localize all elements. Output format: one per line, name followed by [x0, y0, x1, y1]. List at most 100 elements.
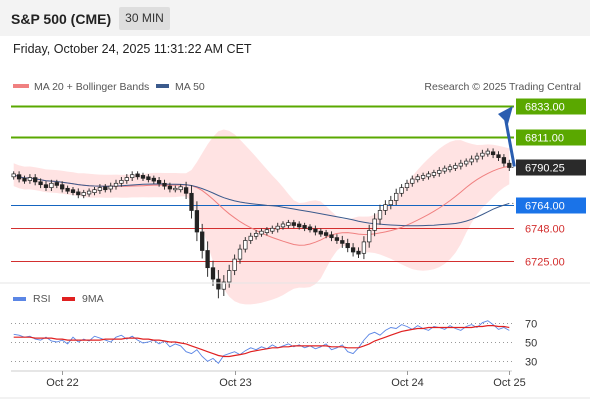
candle-body — [194, 210, 200, 233]
candle-body — [43, 184, 49, 188]
rsi-series-9ma — [13, 325, 510, 358]
candle-body — [447, 166, 453, 171]
header-bar: S&P 500 (CME) 30 MIN — [0, 0, 590, 36]
candle-body — [162, 182, 167, 187]
candle-body — [232, 258, 237, 271]
timeframe-button[interactable]: 30 MIN — [119, 7, 170, 30]
candle-body — [221, 281, 226, 290]
candle-body — [404, 182, 410, 188]
candle-body — [399, 187, 404, 194]
rsi-tick-label: 50 — [525, 338, 537, 350]
candle-body — [108, 185, 113, 190]
level-label-pivot: 6764.00 — [525, 201, 565, 213]
candle-body — [54, 182, 59, 186]
candle-body — [345, 243, 350, 249]
candle-body — [420, 175, 426, 179]
bollinger-band — [13, 129, 510, 305]
candle-body — [38, 181, 43, 186]
candle-body — [377, 210, 383, 220]
candle-body — [372, 218, 377, 231]
candle-body — [205, 250, 210, 269]
candle-body — [97, 187, 103, 191]
datetime-label: Friday, October 24, 2025 11:31:22 AM CET — [13, 42, 252, 56]
level-label-support: 6725.00 — [525, 257, 565, 269]
candle-body — [291, 222, 296, 226]
legend-ma50-swatch — [156, 84, 169, 88]
candle-body — [507, 162, 512, 168]
last-price-badge — [516, 159, 586, 176]
candle-body — [167, 185, 173, 190]
candle-body — [394, 192, 399, 201]
candle-body — [178, 186, 183, 191]
candle-body — [210, 267, 216, 280]
candle-body — [356, 250, 361, 255]
candle-body — [480, 152, 485, 157]
candle-body — [410, 178, 415, 184]
candle-body — [340, 240, 345, 244]
level-label-resistance: 6833.00 — [525, 102, 565, 114]
candle-body — [307, 226, 313, 231]
candle-body — [130, 174, 135, 178]
candle-body — [437, 170, 442, 174]
candle-body — [173, 187, 178, 191]
legend-ma20-swatch — [13, 84, 29, 88]
candle-body — [146, 176, 151, 181]
candle-body — [119, 180, 124, 184]
candle-body — [243, 240, 248, 250]
candle-body — [388, 200, 393, 206]
time-tick-label: Oct 23 — [219, 377, 251, 389]
rsi-tick-label: 70 — [525, 319, 537, 331]
candle-body — [27, 177, 33, 181]
rsi-tick-label: 30 — [525, 357, 537, 369]
candle-body — [33, 177, 38, 183]
candle-body — [426, 173, 431, 178]
candle-body — [76, 191, 81, 196]
candle-body — [22, 177, 27, 182]
time-tick-label: Oct 25 — [493, 377, 525, 389]
legend-rsi-label: RSI — [33, 293, 51, 305]
candle-body — [496, 154, 501, 158]
candle-body — [286, 222, 291, 226]
candle-body — [323, 232, 329, 236]
candle-body — [313, 228, 318, 233]
candle-body — [151, 177, 156, 182]
candle-body — [60, 184, 65, 190]
candle-body — [86, 190, 92, 195]
time-tick-label: Oct 24 — [391, 377, 423, 389]
candle-body — [113, 182, 119, 187]
level-label-resistance: 6811.00 — [525, 133, 564, 145]
candle-body — [65, 187, 70, 192]
price-panel: 6833.00 6811.00 6764.00 6748.00 6725.00 6790.… — [11, 98, 586, 305]
candle-body — [216, 278, 221, 290]
candle-body — [485, 150, 490, 155]
level-badge-pivot — [516, 197, 586, 214]
candle-body — [124, 177, 129, 181]
candle-body — [270, 227, 275, 232]
symbol-title: S&P 500 (CME) — [11, 11, 112, 27]
candle-body — [248, 235, 253, 241]
candle-body — [367, 230, 372, 243]
candle-body — [464, 160, 469, 165]
candle-body — [259, 230, 264, 235]
time-axis: Oct 22 Oct 23 Oct 24 Oct 25 — [46, 371, 526, 389]
ma50-line — [13, 174, 510, 227]
candle-body — [140, 175, 146, 179]
rsi-panel: 70 50 30 — [11, 319, 537, 369]
direction-arrow-head — [498, 106, 513, 125]
candle-body — [383, 204, 388, 211]
candle-body — [11, 173, 16, 178]
direction-arrow-shaft — [503, 115, 516, 167]
candle-body — [183, 187, 189, 194]
rsi-series-rsi — [13, 320, 510, 364]
candle-body — [70, 189, 76, 193]
legend-9ma-label: 9MA — [82, 293, 104, 305]
candle-body — [431, 172, 437, 176]
candle-body — [501, 157, 507, 164]
candle-body — [453, 165, 458, 169]
candle-body — [442, 167, 447, 172]
candle-body — [49, 182, 54, 188]
level-badge-resistance — [516, 129, 586, 146]
candle-body — [189, 192, 194, 211]
